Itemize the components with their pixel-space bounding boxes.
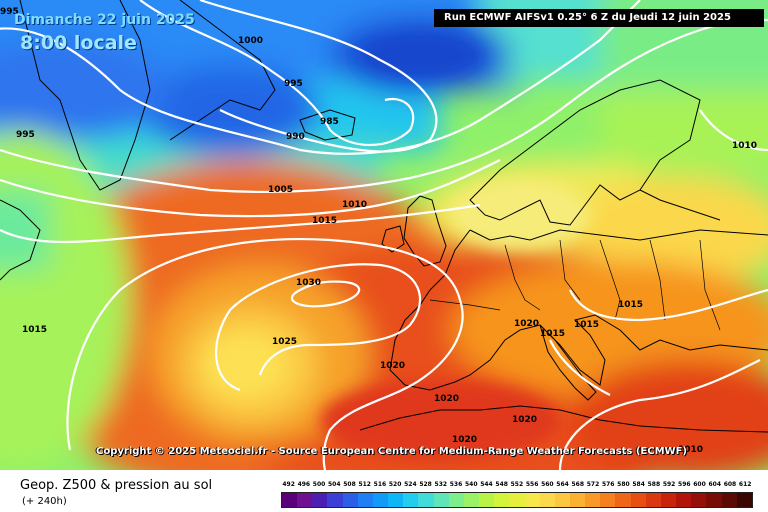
scale-value-label: 548: [495, 481, 508, 488]
scale-value-label: 512: [358, 481, 371, 488]
isobar-label: 1015: [574, 320, 599, 330]
scale-color-swatch: [388, 493, 404, 507]
scale-color-swatch: [524, 493, 540, 507]
isobar-label: 985: [320, 117, 339, 127]
scale-value-label: 596: [678, 481, 691, 488]
isobar-label: 1020: [434, 394, 459, 404]
scale-color-swatch: [479, 493, 495, 507]
scale-color-swatch: [539, 493, 555, 507]
scale-color-swatch: [494, 493, 510, 507]
scale-value-label: 516: [373, 481, 387, 488]
scale-color-swatch: [706, 493, 722, 507]
forecast-local-time: 8:00 locale: [20, 32, 137, 54]
isobar-label: 995: [16, 130, 35, 140]
scale-color-swatch: [691, 493, 707, 507]
scale-color-swatch: [569, 493, 586, 507]
scale-value-label: 532: [434, 481, 448, 488]
scale-value-label: 556: [525, 481, 539, 488]
forecast-date: Dimanche 22 juin 2025: [14, 12, 195, 28]
scale-value-label: 540: [464, 481, 478, 488]
isobar-label: 1025: [272, 337, 297, 347]
scale-value-label: 572: [586, 481, 600, 488]
scale-color-swatch: [282, 493, 298, 507]
scale-value-label: 612: [738, 481, 752, 488]
scale-color-swatch: [418, 493, 434, 507]
isobar-label: 1010: [678, 445, 703, 455]
scale-value-label: 536: [449, 481, 463, 488]
scale-color-swatch: [372, 493, 389, 507]
isobar-label: 1015: [312, 216, 337, 226]
isobar-labels: 995 1000 995 990 985 995 1005 1010 1015 …: [0, 7, 757, 455]
copyright-notice: Copyright © 2025 Meteociel.fr - Source E…: [96, 446, 687, 457]
isobars: [0, 0, 768, 470]
isobar-label: 1015: [618, 300, 643, 310]
scale-color-swatch: [509, 493, 525, 507]
scale-color-swatch: [676, 493, 692, 507]
scale-value-label: 552: [510, 481, 524, 488]
scale-color-swatch: [645, 493, 661, 507]
isobar-label: 1015: [22, 325, 47, 335]
scale-value-label: 580: [617, 481, 630, 488]
scale-value-label: 508: [343, 481, 356, 488]
isobar-label: 1005: [268, 185, 293, 195]
scale-value-label: 560: [541, 481, 554, 488]
scale-value-label: 576: [601, 481, 615, 488]
isobar-label: 1000: [238, 36, 263, 46]
isobar-label: 1010: [342, 200, 367, 210]
scale-color-swatch: [403, 493, 419, 507]
scale-value-label: 592: [662, 481, 676, 488]
scale-color-swatch: [630, 493, 646, 507]
scale-color-swatch: [448, 493, 464, 507]
color-scale-legend: 492 496 500 504 508 512 516 520 524 528 532 536 540 5…: [281, 480, 753, 508]
scale-color-swatch: [721, 493, 737, 507]
isobar-label: 1010: [732, 141, 757, 151]
isobar-label: 995: [284, 79, 303, 89]
scale-value-label: 528: [419, 481, 432, 488]
scale-value-label: 584: [632, 481, 645, 488]
scale-value-label: 564: [556, 481, 569, 488]
scale-value-label: 588: [647, 481, 661, 488]
isobar-label: 995: [0, 7, 19, 17]
scale-color-swatch: [615, 493, 631, 507]
scale-color-swatch: [585, 493, 601, 507]
scale-labels: 492 496 500 504 508 512 516 520 524 528 532 536 540 5…: [281, 480, 753, 490]
scale-value-label: 500: [312, 481, 326, 488]
isobar-label: 1020: [380, 361, 405, 371]
scale-value-label: 600: [693, 481, 706, 488]
scale-color-swatch: [312, 493, 328, 507]
scale-value-label: 568: [571, 481, 585, 488]
scale-value-label: 608: [723, 481, 737, 488]
isobar-label: 1015: [540, 329, 565, 339]
scale-value-label: 604: [708, 481, 721, 488]
scale-value-label: 496: [297, 481, 311, 488]
isobar-label: 1020: [512, 415, 537, 425]
isobar-label: 1020: [452, 435, 477, 445]
scale-bar: [281, 492, 753, 508]
scale-value-label: 504: [328, 481, 341, 488]
isobar-label: 1030: [296, 278, 321, 288]
model-run-label: Run ECMWF AIFSv1 0.25° 6 Z du Jeudi 12 j…: [434, 9, 764, 27]
isobar-label: 1020: [514, 319, 539, 329]
scale-value-label: 524: [404, 481, 417, 488]
scale-color-swatch: [600, 493, 616, 507]
scale-color-swatch: [342, 493, 358, 507]
geopotential-map-svg: 995 1000 995 990 985 995 1005 1010 1015 …: [0, 0, 768, 470]
scale-color-swatch: [433, 493, 449, 507]
scale-color-swatch: [463, 493, 480, 507]
coastlines: [0, 0, 768, 433]
isobar-label: 990: [286, 132, 305, 142]
scale-value-label: 520: [388, 481, 402, 488]
scale-color-swatch: [736, 493, 752, 507]
forecast-map: 995 1000 995 990 985 995 1005 1010 1015 …: [0, 0, 768, 470]
scale-color-swatch: [660, 493, 677, 507]
scale-value-label: 544: [480, 481, 493, 488]
scale-color-swatch: [554, 493, 570, 507]
scale-color-swatch: [357, 493, 373, 507]
scale-color-swatch: [327, 493, 343, 507]
scale-value-label: 492: [282, 481, 295, 488]
forecast-lead-time: (+ 240h): [22, 496, 67, 507]
map-title: Geop. Z500 & pression au sol: [20, 478, 213, 493]
scale-color-swatch: [297, 493, 313, 507]
